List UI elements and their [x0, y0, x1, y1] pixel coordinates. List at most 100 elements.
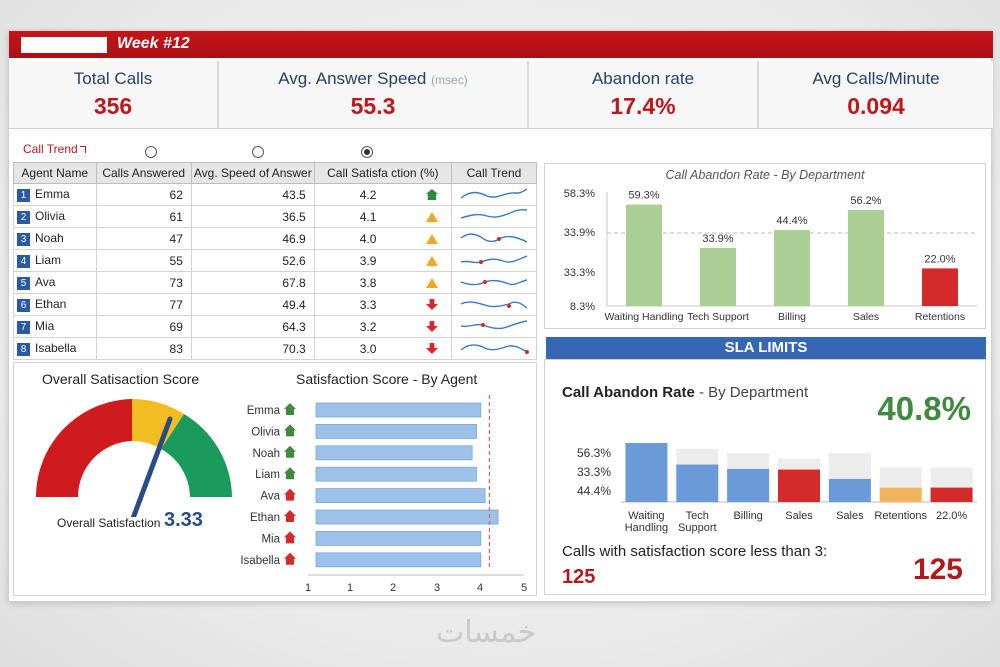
category-label: Tech — [686, 510, 709, 522]
kpi-total-calls: Total Calls 356 — [9, 61, 219, 128]
kpi-unit: (msec) — [431, 73, 468, 87]
radio-option-3[interactable] — [361, 146, 373, 158]
row-index: 1 — [17, 189, 30, 202]
status-icon — [284, 552, 296, 565]
col-header-agent[interactable]: Agent Name — [13, 162, 97, 184]
gauge-title: Overall Satisaction Score — [42, 371, 200, 387]
status-icon — [284, 488, 296, 501]
kpi-value: 17.4% — [610, 93, 676, 119]
title-bar: Week #12 — [9, 31, 993, 58]
answer-speed-cell: 49.4 — [190, 293, 315, 316]
gauge-green-segment — [161, 414, 232, 497]
category-label: Support — [678, 522, 717, 534]
col-header-satisfaction[interactable]: Call Satisfa ction (%) — [313, 162, 452, 184]
radio-option-1[interactable] — [145, 146, 157, 158]
agent-name: Noah — [35, 231, 64, 245]
dashboard-sheet: Week #12 Total Calls 356 Avg. Answer Spe… — [8, 30, 993, 602]
agent-name-cell: 4 Liam — [13, 249, 97, 272]
kpi-label: Total Calls — [73, 69, 153, 88]
satisfaction-value: 3.0 — [359, 341, 377, 356]
x-tick-label: 3 — [434, 582, 440, 594]
data-label: 44.4% — [776, 215, 807, 227]
table-row[interactable]: 2 Olivia 61 36.5 4.1 — [13, 205, 538, 228]
row-index: 2 — [17, 211, 30, 224]
bar — [700, 248, 736, 306]
watermark-text: خمسات — [436, 615, 537, 650]
x-tick-label: 1 — [347, 582, 353, 594]
category-label: Retentions — [915, 311, 965, 323]
agent-name: Ava — [35, 275, 56, 289]
table-row[interactable]: 3 Noah 47 46.9 4.0 — [13, 227, 538, 250]
satisfaction-cell: 4.2 — [313, 183, 452, 206]
agent-chart-title: Satisfaction Score - By Agent — [296, 371, 478, 387]
agent-name-cell: 2 Olivia — [13, 205, 97, 228]
y-tick-label: 8.3% — [570, 301, 595, 313]
bar — [315, 488, 486, 503]
col-header-trend[interactable]: Call Trend — [450, 162, 538, 184]
trend-sparkline — [460, 255, 528, 264]
satisfaction-value: 3.3 — [359, 297, 377, 312]
bar — [930, 487, 973, 502]
calls-answered-cell: 73 — [95, 271, 192, 294]
agent-label: Isabella — [240, 555, 280, 567]
trend-cell — [450, 183, 538, 206]
sla-chart-title: Call Abandon Rate - By Department — [562, 384, 809, 401]
category-label: Billing — [778, 311, 806, 323]
bar — [315, 445, 473, 461]
calls-answered-cell: 77 — [95, 293, 192, 316]
category-label: Handling — [625, 522, 668, 534]
satisfaction-cell: 4.1 — [313, 205, 452, 228]
gauge-red-segment — [36, 399, 132, 497]
col-header-calls[interactable]: Calls Answered — [95, 162, 192, 184]
agent-label: Noah — [253, 448, 281, 460]
data-label: 59.3% — [628, 190, 659, 202]
satisfaction-value: 4.2 — [359, 187, 377, 202]
x-tick-label: 1 — [305, 582, 311, 594]
table-row[interactable]: 6 Ethan 77 49.4 3.3 — [13, 293, 538, 316]
agent-name-cell: 5 Ava — [13, 271, 97, 294]
col-header-speed[interactable]: Avg. Speed of Answer — [190, 162, 315, 184]
radio-option-2[interactable] — [252, 146, 264, 158]
satisfaction-value: 4.0 — [359, 231, 377, 246]
table-row[interactable]: 7 Mia 69 64.3 3.2 — [13, 315, 538, 338]
y-tick-label: 33.9% — [564, 227, 595, 239]
row-index: 7 — [17, 321, 30, 334]
trend-cell — [450, 293, 538, 316]
x-tick-label: 4 — [477, 582, 483, 594]
satisfaction-cell: 3.3 — [313, 293, 452, 316]
gauge-value: 3.33 — [164, 509, 203, 531]
table-row[interactable]: 5 Ava 73 67.8 3.8 — [13, 271, 538, 294]
week-label: Week #12 — [117, 35, 190, 52]
agent-name: Mia — [35, 319, 55, 333]
agent-name: Isabella — [35, 341, 77, 355]
arrow-down-icon — [425, 343, 438, 354]
row-index: 3 — [17, 233, 30, 246]
y-tick-label: 44.4% — [577, 484, 611, 498]
row-index: 6 — [17, 299, 30, 312]
table-row[interactable]: 1 Emma 62 43.5 4.2 — [13, 183, 538, 206]
table-row[interactable]: 4 Liam 55 52.6 3.9 — [13, 249, 538, 272]
bar — [778, 469, 820, 502]
row-index: 5 — [17, 277, 30, 290]
agent-name-cell: 1 Emma — [13, 183, 97, 206]
agent-name-cell: 3 Noah — [13, 227, 97, 250]
bar — [676, 464, 719, 502]
table-row[interactable]: 8 Isabella 83 70.3 3.0 — [13, 337, 538, 360]
y-tick-label: 33.3% — [564, 267, 595, 279]
y-tick-label: 33.3% — [577, 465, 611, 479]
satisfaction-gauge — [36, 399, 232, 517]
arrow-down-icon — [425, 321, 438, 332]
agent-name: Ethan — [35, 297, 67, 311]
calls-answered-cell: 69 — [95, 315, 192, 338]
satisfaction-cell: 3.0 — [313, 337, 452, 360]
kpi-value: 356 — [93, 93, 133, 119]
abandon-chart-panel: Call Abandon Rate - By Department 58.3% 3… — [544, 163, 986, 329]
category-label: Waiting Handling — [605, 311, 684, 323]
kpi-abandon-rate: Abandon rate 17.4% — [529, 61, 759, 128]
satisfaction-value: 3.2 — [359, 319, 377, 334]
answer-speed-cell: 64.3 — [190, 315, 315, 338]
agent-label: Olivia — [251, 426, 280, 438]
trend-sparkline — [460, 233, 528, 243]
satisfaction-panel: Overall Satisaction Score Satisfaction S… — [13, 362, 537, 596]
sla-big-value: 40.8% — [877, 390, 971, 427]
